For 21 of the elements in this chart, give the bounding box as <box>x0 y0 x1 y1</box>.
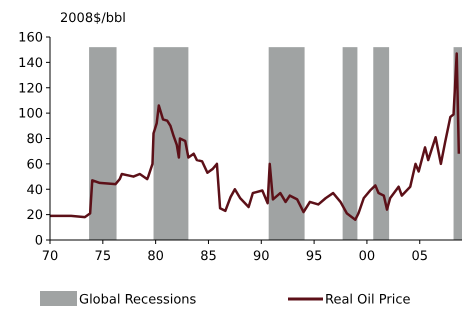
y-tick-label: 100 <box>18 106 43 122</box>
y-axis-title: 2008$/bbl <box>60 11 126 26</box>
y-tick-label: 140 <box>18 56 43 71</box>
y-tick-label: 40 <box>26 182 43 198</box>
x-tick-label: 85 <box>200 249 217 264</box>
line-series <box>48 52 460 221</box>
y-tick-label: 0 <box>34 234 43 249</box>
x-tick-label: 75 <box>94 249 112 264</box>
y-tick-label: 60 <box>26 157 43 172</box>
y-tick-label: 20 <box>26 208 43 224</box>
x-tick-label: 80 <box>147 249 164 264</box>
x-tick-label: 95 <box>306 249 322 264</box>
x-tick-label: 05 <box>411 249 428 264</box>
y-tick-label: 80 <box>26 132 43 148</box>
x-tick-label: 00 <box>358 249 376 264</box>
legend-label: Real Oil Price <box>325 292 410 308</box>
x-tick-label: 90 <box>253 249 270 264</box>
legend-label: Global Recessions <box>79 292 197 308</box>
y-tick-label: 120 <box>18 81 43 96</box>
y-tick-label: 160 <box>18 30 43 46</box>
x-tick-label: 70 <box>42 249 58 264</box>
